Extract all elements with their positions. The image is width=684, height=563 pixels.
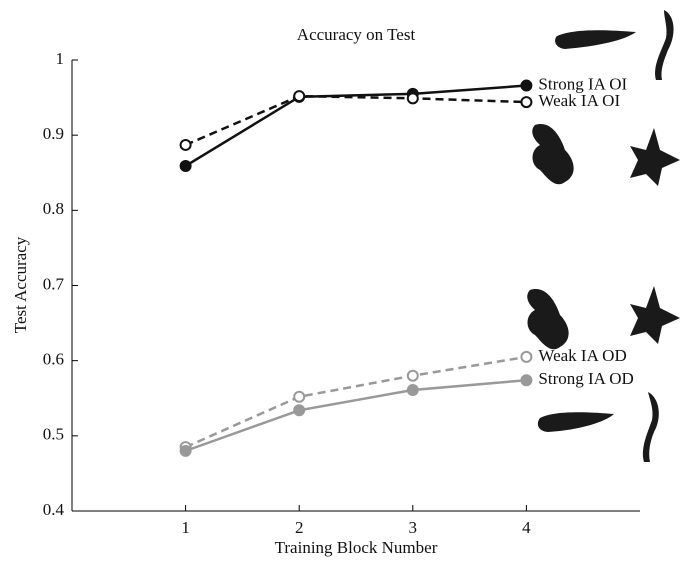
- series-line: [185, 378, 527, 453]
- chart-title: Accuracy on Test: [297, 25, 416, 44]
- data-point: [293, 390, 306, 403]
- stimulus-shapes: [527, 10, 680, 462]
- data-point: [406, 92, 419, 105]
- series-line: [184, 84, 527, 168]
- series-line: [185, 355, 527, 449]
- data-point: [406, 383, 419, 396]
- legend-label: Strong IA OD: [538, 369, 633, 388]
- y-tick-label: 0.6: [43, 350, 64, 369]
- x-tick-label: 4: [522, 518, 531, 537]
- legend-label: Weak IA OD: [538, 346, 626, 365]
- data-point: [179, 138, 192, 151]
- x-tick-label: 3: [409, 518, 418, 537]
- data-point: [179, 444, 192, 457]
- legend-label: Strong IA OI: [538, 74, 627, 93]
- x-tick-label: 2: [295, 518, 304, 537]
- data-point: [406, 369, 419, 382]
- data-point: [293, 90, 306, 103]
- data-point: [179, 159, 192, 172]
- legend-label: Weak IA OI: [538, 91, 620, 110]
- y-tick-label: 0.5: [43, 425, 64, 444]
- data-point: [293, 404, 306, 417]
- y-tick-label: 0.4: [43, 500, 65, 519]
- data-point: [520, 96, 533, 109]
- y-tick-label: 0.9: [43, 124, 64, 143]
- y-tick-label: 0.8: [43, 199, 64, 218]
- y-tick-label: 0.7: [43, 274, 65, 293]
- data-point: [520, 350, 533, 363]
- series-line: [185, 94, 527, 147]
- x-tick-label: 1: [181, 518, 190, 537]
- y-tick-label: 1: [56, 49, 65, 68]
- y-axis-label: Test Accuracy: [11, 236, 30, 333]
- data-point: [520, 374, 533, 387]
- data-point: [520, 79, 533, 92]
- x-axis-label: Training Block Number: [275, 538, 438, 557]
